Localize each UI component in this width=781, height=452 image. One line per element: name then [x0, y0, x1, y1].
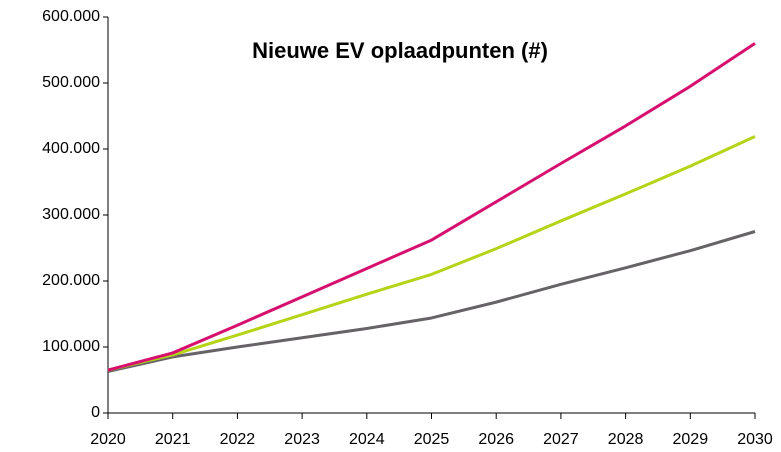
x-tick-label: 2021: [155, 431, 191, 448]
y-tick-label: 0: [91, 404, 100, 421]
line-series: [107, 230, 756, 373]
x-tick-label: 2022: [220, 431, 256, 448]
chart-title: Nieuwe EV oplaadpunten (#): [252, 38, 548, 63]
y-tick-label: 500.000: [42, 74, 100, 91]
line-series: [107, 135, 756, 372]
y-tick-label: 300.000: [42, 206, 100, 223]
x-tick-label: 2023: [284, 431, 320, 448]
x-tick-label: 2028: [608, 431, 644, 448]
y-tick-label: 100.000: [42, 338, 100, 355]
x-tick-label: 2025: [414, 431, 450, 448]
x-tick-label: 2027: [543, 431, 579, 448]
y-tick-label: 400.000: [42, 140, 100, 157]
line-series: [107, 42, 756, 372]
x-tick-label: 2026: [478, 431, 514, 448]
x-tick-label: 2029: [673, 431, 709, 448]
x-tick-label: 2030: [737, 431, 773, 448]
y-tick-label: 200.000: [42, 272, 100, 289]
x-tick-label: 2024: [349, 431, 385, 448]
x-tick-label: 2020: [90, 431, 126, 448]
y-tick-label: 600.000: [42, 8, 100, 25]
